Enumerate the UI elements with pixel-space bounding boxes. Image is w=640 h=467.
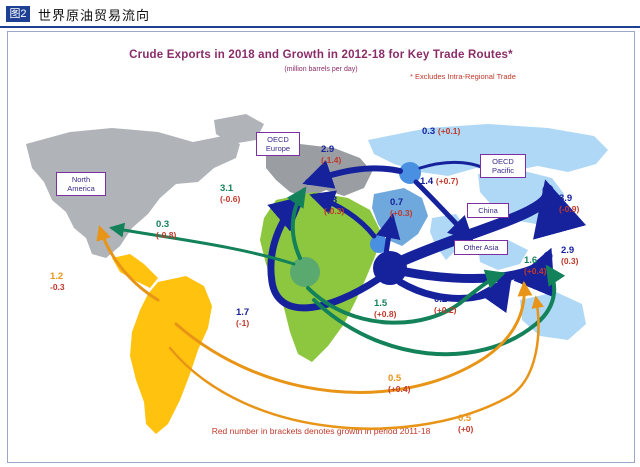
chart-footnote: Red number in brackets denotes growth in… — [211, 426, 431, 436]
header-divider — [0, 26, 640, 28]
land-central-america — [112, 254, 158, 288]
flow-label-3-9-minus-0-9: 3.9 (-0.9) — [559, 193, 580, 214]
land-north-america — [26, 128, 240, 258]
arrow-africa-to-north-america — [109, 222, 296, 266]
flow-label-1-4-plus-0-7: 1.4 (+0.7) — [420, 176, 459, 187]
region-label-north-america[interactable]: North America — [56, 172, 106, 196]
flow-label-1-6-plus-0-4: 1.6 (+0.4) — [524, 255, 547, 276]
arrow-flow-0-7 — [375, 213, 401, 257]
figure-header: 图2 世界原油贸易流向 — [0, 0, 640, 30]
arrow-south-america-to-other-asia — [168, 295, 544, 430]
flow-label-0-5-plus-0-4: 0.5 (+0.4) — [388, 373, 411, 394]
figure-header-title: 世界原油贸易流向 — [38, 8, 151, 23]
flow-label-2-9-minus-1-4: 2.9 (-1.4) — [321, 144, 342, 165]
flow-label-3-1-minus-0-6: 3.1 (-0.6) — [220, 183, 241, 204]
arrow-middle-east-to-europe-west — [267, 195, 384, 312]
arrow-north-sea-to-oecd-europe — [309, 190, 377, 239]
flow-label-1-7-minus-1: 1.7 (-1) — [236, 307, 250, 328]
arrow-middle-east-to-oecd-pacific — [398, 179, 586, 266]
region-label-other-asia[interactable]: Other Asia — [454, 240, 508, 255]
land-africa — [260, 192, 380, 362]
hub-russia — [399, 162, 421, 184]
flow-label-0-5-plus-0: 0.5 (+0) — [458, 413, 474, 434]
chart-note: * Excludes Intra-Regional Trade — [410, 72, 516, 81]
world-map — [26, 114, 608, 434]
flow-label-0-2-plus-0-2: 0.2 (+0.2) — [434, 294, 457, 315]
arrow-africa-to-other-asia — [306, 269, 506, 325]
chart-title: Crude Exports in 2018 and Growth in 2012… — [129, 49, 513, 61]
figure-number-badge: 图2 — [6, 6, 30, 22]
arrow-south-america-to-asia — [174, 281, 533, 394]
region-label-oecd-pacific[interactable]: OECD Pacific — [480, 154, 526, 178]
arrow-russia-to-oecd-europe — [302, 160, 403, 189]
flow-label-1-3-minus-0-3: 1.3 (-0.3) — [324, 195, 345, 216]
flow-label-0-3-plus-0-1: 0.3 (+0.1) — [422, 126, 461, 137]
flow-label-1-2-minus-0-3: 1.2 -0.3 — [50, 271, 65, 292]
land-greenland — [214, 114, 264, 144]
land-accent-africa — [290, 257, 320, 287]
flow-label-0-7-plus-0-3: 0.7 (+0.3) — [390, 197, 413, 218]
chart-subtitle: (million barrels per day) — [284, 66, 358, 73]
flow-label-1-5-plus-0-8: 1.5 (+0.8) — [374, 298, 397, 319]
region-label-oecd-europe[interactable]: OECD Europe — [256, 132, 300, 156]
flow-label-0-3-minus-0-8: 0.3 (-0.8) — [156, 219, 177, 240]
flow-label-2-9-0-3: 2.9 (0.3) — [561, 245, 579, 266]
arrow-south-america-to-north-america — [96, 225, 160, 302]
figure-frame: Crude Exports in 2018 and Growth in 2012… — [7, 31, 635, 463]
land-south-america — [130, 276, 212, 434]
land-russia-asia — [368, 124, 608, 176]
arrow-africa-to-oecd-europe — [286, 186, 307, 260]
region-label-china[interactable]: China — [467, 203, 509, 218]
